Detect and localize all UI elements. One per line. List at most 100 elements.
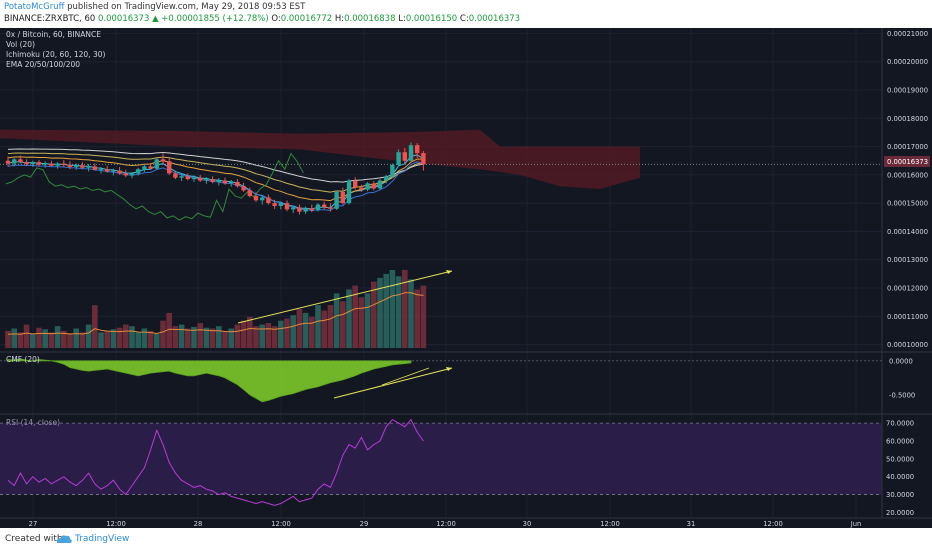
volume-bar xyxy=(92,305,98,348)
high-value: 0.00016838 xyxy=(344,14,396,24)
price-tick-label: 0.00020000 xyxy=(887,58,928,66)
price-tick-label: 0.00015000 xyxy=(887,200,928,208)
high-label: H: xyxy=(334,14,345,24)
candle-body xyxy=(191,177,197,180)
volume-bar xyxy=(209,328,216,348)
candle-body xyxy=(154,159,159,169)
volume-bar xyxy=(309,316,315,348)
time-tick-label: 29 xyxy=(360,520,369,528)
volume-bar xyxy=(333,293,340,348)
candle-body xyxy=(222,180,228,184)
rsi-band xyxy=(0,423,882,495)
volume-bar xyxy=(197,323,203,348)
candle-body xyxy=(353,180,358,188)
volume-bar xyxy=(302,312,309,348)
price-tick-label: 0.00013000 xyxy=(887,256,928,264)
candle-body xyxy=(216,180,221,182)
rsi-tick-label: 60.0000 xyxy=(886,438,914,446)
current-price-label: 0.00016373 xyxy=(887,158,928,166)
low-label: L: xyxy=(398,14,406,24)
last-price: 0.00016373 xyxy=(97,14,150,24)
time-axis[interactable]: 27 12:00 28 12:00 29 12:00 30 12:00 31 12:00 Jun xyxy=(29,520,862,528)
volume-bars xyxy=(5,270,427,348)
candle-body xyxy=(160,159,166,162)
volume-bar xyxy=(191,326,197,348)
ichimoku-base-line xyxy=(7,161,424,212)
candle-body xyxy=(49,163,54,166)
candle-body xyxy=(315,204,321,211)
price-chart[interactable]: 0x / Bitcoin, 60, BINANCE Vol (20) Ichim… xyxy=(0,28,932,528)
volume-bar xyxy=(240,320,247,348)
price-tick-label: 0.00019000 xyxy=(887,86,928,94)
price-tick-label: 0.00017000 xyxy=(887,143,928,151)
volume-bar xyxy=(358,297,365,348)
price-tick-label: 0.00012000 xyxy=(887,285,928,293)
candle-body xyxy=(61,163,66,165)
price-tick-label: 0.00010000 xyxy=(887,341,928,349)
time-tick-label: 30 xyxy=(523,520,532,528)
close-value: 0.00016373 xyxy=(468,14,521,24)
volume-bar xyxy=(147,330,154,348)
candle-body xyxy=(43,163,48,165)
cmf-trendline-short[interactable] xyxy=(381,367,430,386)
publish-line: PotatoMcGruff published on TradingView.c… xyxy=(4,2,305,12)
legend-volume: Vol (20) xyxy=(6,40,35,49)
candle-body xyxy=(284,203,290,210)
trendlines xyxy=(237,270,453,399)
time-tick-label: 27 xyxy=(29,520,38,528)
volume-bar xyxy=(116,327,123,348)
ema-200-line xyxy=(7,148,424,183)
candle-body xyxy=(235,181,240,187)
volume-bar xyxy=(79,332,86,348)
tradingview-link[interactable]: TradingView xyxy=(75,534,130,544)
created-with-text: Created with xyxy=(5,534,63,544)
candle-body xyxy=(111,170,116,172)
price-tick-label: 0.00011000 xyxy=(887,313,928,321)
price-axis[interactable]: 0.00021000 0.00020000 0.00019000 0.00018000… xyxy=(887,30,928,349)
cmf-trendline[interactable] xyxy=(333,367,453,399)
tradingview-logo-icon xyxy=(56,535,72,543)
candle-body xyxy=(136,169,141,174)
candle-body xyxy=(291,207,296,210)
rsi-panel xyxy=(0,418,882,506)
volume-bar xyxy=(154,333,160,348)
candle-body xyxy=(396,152,401,165)
volume-bar xyxy=(67,333,73,348)
volume-bar xyxy=(11,328,17,348)
candle-body xyxy=(74,165,79,167)
volume-bar xyxy=(160,320,166,348)
candle-body xyxy=(5,160,11,164)
rsi-tick-label: 70.0000 xyxy=(886,420,914,428)
legend-main: 0x / Bitcoin, 60, BINANCE xyxy=(6,30,101,39)
volume-bar xyxy=(123,324,129,348)
volume-trendline[interactable] xyxy=(237,270,453,324)
volume-bar xyxy=(383,273,389,348)
top-info-bar: PotatoMcGruff published on TradingView.c… xyxy=(0,0,932,28)
volume-bar xyxy=(315,305,321,348)
time-tick-label: 28 xyxy=(194,520,203,528)
volume-bar xyxy=(216,326,222,348)
candle-body xyxy=(86,166,91,168)
legend-ema: EMA 20/50/100/200 xyxy=(6,60,80,69)
volume-bar xyxy=(377,277,383,348)
rsi-tick-label: 30.0000 xyxy=(886,491,914,499)
symbol-name: BINANCE:ZRXBTC, 60 xyxy=(4,14,96,24)
candle-body xyxy=(334,191,339,209)
publisher-link[interactable]: PotatoMcGruff xyxy=(4,2,65,12)
volume-bar xyxy=(296,309,303,348)
candle-body xyxy=(12,159,17,164)
candle-body xyxy=(365,183,370,190)
price-tick-label: 0.00014000 xyxy=(887,228,928,236)
volume-bar xyxy=(402,270,408,348)
time-tick-label: 12:00 xyxy=(436,520,456,528)
volume-bar xyxy=(141,328,148,348)
candle-body xyxy=(328,207,333,209)
volume-bar xyxy=(259,324,265,348)
candle-body xyxy=(297,207,302,212)
candle-body xyxy=(185,176,190,180)
open-label: O: xyxy=(271,14,281,24)
candle-body xyxy=(123,173,128,176)
candle-body xyxy=(105,169,110,172)
candle-body xyxy=(167,161,172,174)
price-tick-label: 0.00018000 xyxy=(887,115,928,123)
